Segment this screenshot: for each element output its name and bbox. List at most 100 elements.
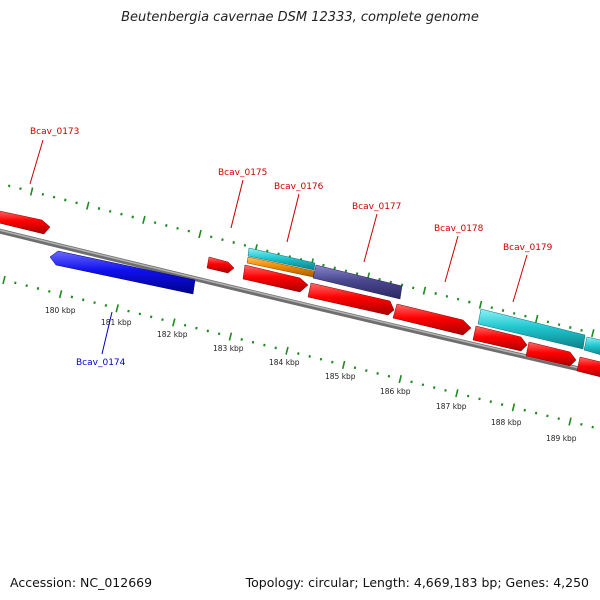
minor-tick (501, 309, 505, 312)
minor-tick (546, 320, 550, 324)
scale-label: 184 kbp (269, 358, 300, 367)
gene-label-bcav-0175[interactable]: Bcav_0175 (218, 168, 267, 178)
scale-label: 182 kbp (157, 330, 188, 339)
minor-tick (75, 201, 78, 205)
minor-tick (19, 187, 22, 191)
minor-tick (165, 224, 168, 227)
minor-tick (263, 343, 266, 347)
minor-tick (344, 269, 348, 273)
scale-label: 189 kbp (546, 434, 577, 443)
minor-tick (52, 195, 56, 199)
gene-feature-red-0177b[interactable] (307, 282, 395, 316)
major-tick (228, 332, 233, 341)
minor-tick (251, 340, 255, 344)
minor-tick (389, 280, 393, 284)
major-tick (568, 417, 572, 426)
minor-tick (411, 286, 415, 290)
gene-bcav-0178-feature[interactable] (392, 303, 472, 336)
gene-bcav-0175-feature[interactable] (247, 247, 316, 271)
major-tick (198, 229, 202, 239)
minor-tick (434, 292, 437, 295)
scale-label: 181 kbp (101, 318, 132, 327)
major-tick (172, 318, 176, 327)
minor-tick (183, 323, 187, 327)
gene-feature-cyan-edge[interactable] (583, 336, 600, 356)
major-tick (511, 403, 516, 412)
minor-tick (512, 311, 516, 315)
minor-tick (25, 284, 28, 288)
major-tick (58, 290, 63, 299)
gene-feature-red-edge[interactable] (576, 356, 600, 378)
major-tick (86, 201, 90, 210)
scale-label: 186 kbp (380, 387, 411, 396)
minor-tick (209, 235, 213, 239)
gene-label-bcav-0177[interactable]: Bcav_0177 (352, 202, 401, 212)
major-tick (341, 360, 346, 369)
minor-tick (7, 184, 11, 188)
gene-feature-red-small[interactable] (206, 256, 235, 274)
minor-tick (82, 298, 85, 302)
gene-label-bcav-0176[interactable]: Bcav_0176 (274, 182, 324, 192)
minor-tick (206, 329, 210, 333)
minor-tick (274, 346, 277, 350)
gene-label-bcav-0174[interactable]: Bcav_0174 (76, 358, 126, 368)
map-title: Beutenbergia cavernae DSM 12333, complet… (121, 10, 479, 25)
gene-tracks (0, 210, 600, 378)
minor-tick (478, 397, 481, 401)
minor-tick (355, 272, 359, 276)
minor-tick (524, 314, 527, 318)
minor-tick (64, 198, 67, 202)
gene-bcav-0176-feature[interactable] (242, 264, 309, 293)
major-tick (115, 304, 119, 313)
gene-bcav-0177-feature[interactable] (312, 264, 403, 300)
gene-feature-red-0179a[interactable] (472, 325, 528, 352)
minor-tick (365, 369, 368, 372)
gene-label-bcav-0173[interactable]: Bcav_0173 (30, 127, 79, 137)
major-tick (422, 286, 427, 295)
minor-tick (468, 300, 471, 304)
minor-tick (48, 289, 51, 293)
minor-tick (243, 243, 247, 247)
minor-tick (127, 309, 130, 313)
scale-label: 180 kbp (45, 306, 76, 315)
major-tick (142, 215, 146, 224)
minor-tick (322, 263, 325, 267)
minor-tick (319, 357, 323, 361)
major-tick (285, 346, 289, 355)
minor-tick (432, 386, 436, 389)
minor-tick (93, 301, 96, 305)
major-tick (534, 314, 539, 324)
minor-tick (195, 326, 198, 330)
minor-tick (546, 414, 549, 418)
minor-tick (297, 352, 300, 355)
minor-tick (580, 422, 583, 426)
minor-tick (591, 425, 594, 429)
major-tick (478, 300, 483, 309)
major-tick (398, 375, 402, 384)
minor-tick (36, 287, 40, 290)
gene-feature-red-0179b[interactable] (525, 341, 577, 367)
minor-tick (331, 360, 334, 364)
minor-tick (421, 383, 425, 387)
minor-tick (266, 249, 269, 253)
gene-bcav-0173-feature[interactable] (0, 210, 51, 235)
gene-label-bcav-0178[interactable]: Bcav_0178 (434, 224, 484, 234)
minor-tick (387, 374, 391, 378)
minor-tick (108, 209, 112, 213)
minor-tick (557, 417, 560, 421)
genome-backbone (0, 228, 600, 377)
minor-tick (221, 238, 224, 242)
minor-tick (120, 212, 123, 216)
major-tick (29, 187, 34, 196)
gene-label-bcav-0179[interactable]: Bcav_0179 (503, 243, 553, 253)
minor-tick (232, 241, 235, 244)
gene-bcav-0179-feature[interactable] (477, 308, 586, 350)
minor-tick (41, 192, 45, 196)
gene-labels: Bcav_0173 Bcav_0174 Bcav_0175 Bcav_0176 … (30, 127, 553, 368)
minor-tick (97, 207, 101, 210)
gene-bcav-0174-feature[interactable] (49, 250, 196, 295)
minor-tick (104, 304, 108, 307)
accession-text: Accession: NC_012669 (10, 575, 153, 590)
major-tick (2, 275, 6, 285)
minor-tick (217, 332, 221, 336)
